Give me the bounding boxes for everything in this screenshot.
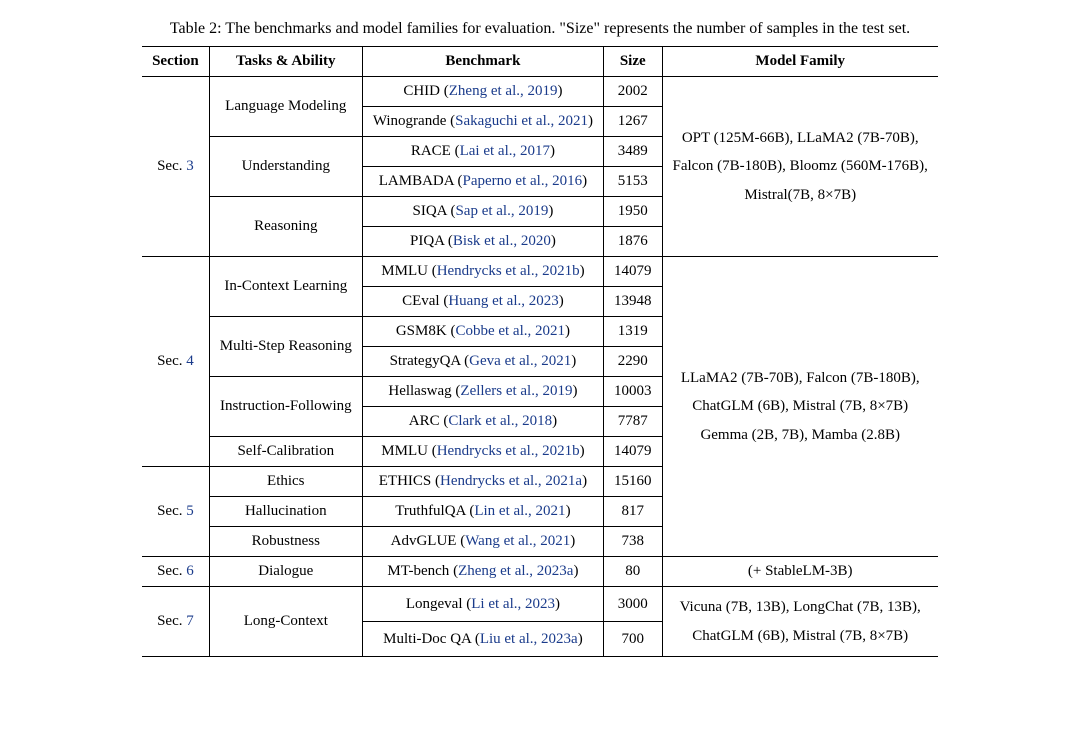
section-label: Sec.	[157, 353, 186, 369]
task-icl: In-Context Learning	[209, 257, 362, 317]
bench-siqa: SIQA (Sap et al., 2019)	[362, 197, 603, 227]
cite-link[interactable]: Li et al., 2023	[471, 596, 555, 612]
task-hallucination: Hallucination	[209, 497, 362, 527]
cite-link[interactable]: Hendrycks et al., 2021b	[437, 443, 580, 459]
size-lambada: 5153	[604, 167, 663, 197]
cite-link[interactable]: Liu et al., 2023a	[480, 631, 578, 647]
model-family-1: OPT (125M-66B), LLaMA2 (7B-70B), Falcon …	[662, 77, 938, 257]
cite-link[interactable]: Zellers et al., 2019	[460, 383, 572, 399]
cite-link[interactable]: Lai et al., 2017	[460, 143, 550, 159]
col-benchmark: Benchmark	[362, 47, 603, 77]
size-advglue: 738	[604, 527, 663, 557]
bench-longeval: Longeval (Li et al., 2023)	[362, 587, 603, 622]
col-model-family: Model Family	[662, 47, 938, 77]
model-family-4: Vicuna (7B, 13B), LongChat (7B, 13B), Ch…	[662, 587, 938, 657]
cite-link[interactable]: Bisk et al., 2020	[453, 233, 551, 249]
size-mmlu2: 14079	[604, 437, 663, 467]
bench-truthfulqa: TruthfulQA (Lin et al., 2021)	[362, 497, 603, 527]
cite-link[interactable]: Sap et al., 2019	[455, 203, 548, 219]
size-strategyqa: 2290	[604, 347, 663, 377]
task-ethics: Ethics	[209, 467, 362, 497]
bench-mmlu: MMLU (Hendrycks et al., 2021b)	[362, 257, 603, 287]
bench-winogrande: Winogrande (Sakaguchi et al., 2021)	[362, 107, 603, 137]
bench-gsm8k: GSM8K (Cobbe et al., 2021)	[362, 317, 603, 347]
size-arc: 7787	[604, 407, 663, 437]
task-msr: Multi-Step Reasoning	[209, 317, 362, 377]
bench-strategyqa: StrategyQA (Geva et al., 2021)	[362, 347, 603, 377]
size-winogrande: 1267	[604, 107, 663, 137]
section-label: Sec.	[157, 563, 186, 579]
bench-ceval: CEval (Huang et al., 2023)	[362, 287, 603, 317]
cite-link[interactable]: Geva et al., 2021	[469, 353, 571, 369]
bench-mtbench: MT-bench (Zheng et al., 2023a)	[362, 557, 603, 587]
size-mtbench: 80	[604, 557, 663, 587]
bench-hellaswag: Hellaswag (Zellers et al., 2019)	[362, 377, 603, 407]
bench-arc: ARC (Clark et al., 2018)	[362, 407, 603, 437]
task-dialogue: Dialogue	[209, 557, 362, 587]
section-num[interactable]: 7	[186, 613, 194, 629]
section-num[interactable]: 5	[186, 503, 194, 519]
section-num[interactable]: 6	[186, 563, 194, 579]
cite-link[interactable]: Zheng et al., 2019	[449, 83, 558, 99]
col-size: Size	[604, 47, 663, 77]
size-race: 3489	[604, 137, 663, 167]
section-3: Sec. 3	[142, 77, 209, 257]
bench-ethics: ETHICS (Hendrycks et al., 2021a)	[362, 467, 603, 497]
size-gsm8k: 1319	[604, 317, 663, 347]
section-num[interactable]: 3	[186, 158, 194, 174]
bench-race: RACE (Lai et al., 2017)	[362, 137, 603, 167]
task-long-context: Long-Context	[209, 587, 362, 657]
cite-link[interactable]: Cobbe et al., 2021	[455, 323, 565, 339]
size-piqa: 1876	[604, 227, 663, 257]
model-family-2: LLaMA2 (7B-70B), Falcon (7B-180B), ChatG…	[662, 257, 938, 557]
table-caption: Table 2: The benchmarks and model famili…	[20, 20, 1060, 38]
cite-link[interactable]: Hendrycks et al., 2021b	[437, 263, 580, 279]
task-understanding: Understanding	[209, 137, 362, 197]
task-robustness: Robustness	[209, 527, 362, 557]
section-num[interactable]: 4	[186, 353, 194, 369]
size-chid: 2002	[604, 77, 663, 107]
bench-chid: CHID (Zheng et al., 2019)	[362, 77, 603, 107]
section-label: Sec.	[157, 613, 186, 629]
col-tasks: Tasks & Ability	[209, 47, 362, 77]
size-hellaswag: 10003	[604, 377, 663, 407]
bench-lambada: LAMBADA (Paperno et al., 2016)	[362, 167, 603, 197]
cite-link[interactable]: Lin et al., 2021	[474, 503, 565, 519]
cite-link[interactable]: Sakaguchi et al., 2021	[455, 113, 588, 129]
bench-advglue: AdvGLUE (Wang et al., 2021)	[362, 527, 603, 557]
section-label: Sec.	[157, 503, 186, 519]
task-if: Instruction-Following	[209, 377, 362, 437]
task-language-modeling: Language Modeling	[209, 77, 362, 137]
cite-link[interactable]: Zheng et al., 2023a	[458, 563, 573, 579]
section-label: Sec.	[157, 158, 186, 174]
size-siqa: 1950	[604, 197, 663, 227]
size-ethics: 15160	[604, 467, 663, 497]
size-truthfulqa: 817	[604, 497, 663, 527]
cite-link[interactable]: Hendrycks et al., 2021a	[440, 473, 582, 489]
section-5: Sec. 5	[142, 467, 209, 557]
size-ceval: 13948	[604, 287, 663, 317]
size-longeval: 3000	[604, 587, 663, 622]
cite-link[interactable]: Clark et al., 2018	[448, 413, 552, 429]
benchmark-table: Section Tasks & Ability Benchmark Size M…	[142, 46, 938, 657]
model-family-3: (+ StableLM-3B)	[662, 557, 938, 587]
cite-link[interactable]: Paperno et al., 2016	[463, 173, 583, 189]
cite-link[interactable]: Huang et al., 2023	[448, 293, 558, 309]
bench-piqa: PIQA (Bisk et al., 2020)	[362, 227, 603, 257]
size-multidoc-qa: 700	[604, 622, 663, 657]
size-mmlu: 14079	[604, 257, 663, 287]
task-sc: Self-Calibration	[209, 437, 362, 467]
bench-mmlu2: MMLU (Hendrycks et al., 2021b)	[362, 437, 603, 467]
section-4: Sec. 4	[142, 257, 209, 467]
section-7: Sec. 7	[142, 587, 209, 657]
task-reasoning: Reasoning	[209, 197, 362, 257]
bench-multidoc-qa: Multi-Doc QA (Liu et al., 2023a)	[362, 622, 603, 657]
section-6: Sec. 6	[142, 557, 209, 587]
col-section: Section	[142, 47, 209, 77]
cite-link[interactable]: Wang et al., 2021	[465, 533, 570, 549]
